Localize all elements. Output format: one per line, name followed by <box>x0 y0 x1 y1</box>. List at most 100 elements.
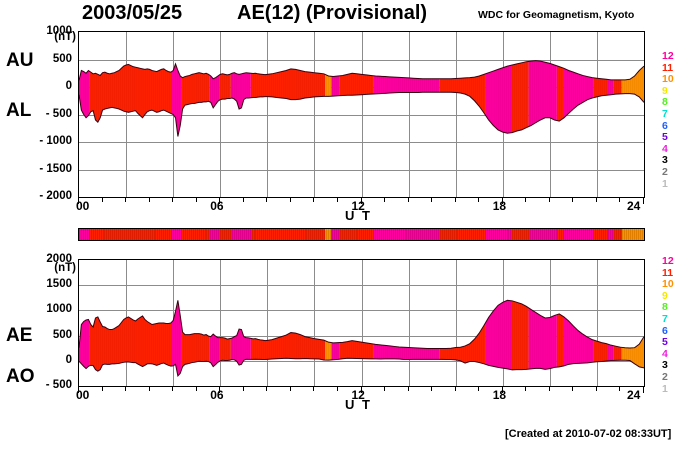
colorbar-segment <box>209 229 220 240</box>
x-tick-mark <box>172 198 173 202</box>
chart-title: AE(12) (Provisional) <box>237 2 428 24</box>
colorbar-segment <box>339 229 374 240</box>
y-tick-label: - 1500 <box>39 162 72 175</box>
x-tick-mark <box>643 198 644 204</box>
x-tick-mark <box>313 387 314 391</box>
legend-entry: 4 <box>662 347 668 360</box>
station-count-band <box>439 300 486 376</box>
gridline-vertical <box>314 260 315 386</box>
x-tick-mark <box>361 198 362 204</box>
station-count-band <box>339 60 374 137</box>
colorbar-segment <box>556 229 564 240</box>
legend-entry: 9 <box>662 289 668 302</box>
colorbar-segment <box>230 229 251 240</box>
gridline-horizontal <box>79 115 644 116</box>
gridline-vertical <box>597 32 598 197</box>
al-series-label: AL <box>6 100 32 121</box>
station-count-band <box>181 300 210 376</box>
x-tick-mark <box>266 387 267 391</box>
station-count-band <box>593 60 608 137</box>
station-count-band <box>331 300 340 376</box>
y-tick-label: 0 <box>65 80 72 92</box>
x-tick-mark <box>78 198 79 204</box>
legend-entry: 3 <box>662 154 668 167</box>
x-tick-mark <box>337 387 338 391</box>
gridline-vertical <box>409 260 410 386</box>
x-tick-label: 12 <box>351 199 365 213</box>
y-tick-label: 500 <box>52 328 72 341</box>
gridline-vertical <box>267 260 268 386</box>
x-tick-mark <box>502 387 503 393</box>
x-tick-mark <box>78 387 79 393</box>
gridline-vertical <box>267 32 268 197</box>
x-tick-label: 24 <box>627 388 641 402</box>
au-al-plot-panel <box>78 31 645 198</box>
station-count-band <box>621 60 644 137</box>
station-count-band <box>339 300 374 376</box>
legend-entry: 9 <box>662 84 668 97</box>
gridline-horizontal <box>79 60 644 61</box>
x-tick-mark <box>196 387 197 391</box>
station-count-band <box>325 300 332 376</box>
station-count-band <box>181 60 210 137</box>
station-count-band <box>89 60 172 137</box>
legend-entry: 12 <box>662 255 674 267</box>
x-tick-label: 18 <box>492 199 507 213</box>
legend-entry: 11 <box>662 61 674 74</box>
station-count-band <box>373 300 440 376</box>
colorbar-segment <box>528 229 557 240</box>
legend-entry: 8 <box>662 96 668 109</box>
station-count-legend-bottom: 12 11 10 9 8 7 6 5 4 3 2 1 <box>662 255 680 395</box>
bottom-panel-x-ticks <box>78 387 645 397</box>
x-tick-label: 24 <box>627 199 641 213</box>
y-tick-label: - 500 <box>45 379 72 391</box>
x-tick-mark <box>408 198 409 202</box>
x-tick-mark <box>243 198 244 202</box>
station-count-band <box>563 300 594 376</box>
chart-credit: WDC for Geomagnetism, Kyoto <box>478 9 635 21</box>
station-count-band <box>528 300 557 376</box>
colorbar-segment <box>373 229 440 240</box>
station-count-band <box>209 60 220 137</box>
colorbar-segment <box>607 229 614 240</box>
x-tick-mark <box>478 198 479 202</box>
ao-trace <box>79 357 644 377</box>
au-series-label: AU <box>6 50 34 71</box>
x-tick-mark <box>196 198 197 202</box>
station-count-band <box>613 300 622 376</box>
colorbar-segment <box>510 229 529 240</box>
gridline-vertical <box>362 32 363 197</box>
bottom-panel-x-axis-title: U T <box>345 397 372 412</box>
legend-entry: 12 <box>662 50 674 62</box>
station-count-band <box>250 300 326 376</box>
station-count-band <box>528 60 557 137</box>
station-count-colorbar <box>78 228 645 241</box>
x-tick-mark <box>125 387 126 391</box>
x-tick-mark <box>102 387 103 391</box>
au-trace <box>79 60 644 81</box>
station-count-band <box>79 300 90 376</box>
gridline-vertical <box>456 260 457 386</box>
gridline-horizontal <box>79 310 644 311</box>
x-tick-mark <box>502 198 503 204</box>
x-tick-mark <box>149 387 150 391</box>
x-tick-mark <box>384 198 385 202</box>
y-tick-label: - 2000 <box>39 190 72 202</box>
station-count-band <box>250 60 326 137</box>
station-count-band <box>607 300 614 376</box>
x-tick-mark <box>125 198 126 202</box>
x-tick-mark <box>290 387 291 391</box>
station-count-band <box>209 300 220 376</box>
station-count-legend-top: 12 11 10 9 8 7 6 5 4 3 2 1 <box>662 50 680 190</box>
au-al-trace-plot <box>79 60 644 137</box>
gridline-vertical <box>314 32 315 197</box>
y-tick-label: 1000 <box>46 303 72 316</box>
station-count-band <box>607 60 614 137</box>
x-tick-label: 00 <box>76 388 90 402</box>
legend-entry: 6 <box>662 324 668 337</box>
x-tick-mark <box>337 198 338 202</box>
x-tick-label: 06 <box>210 388 224 402</box>
legend-entry: 3 <box>662 359 668 372</box>
x-tick-mark <box>455 387 456 391</box>
legend-entry: 1 <box>662 382 668 395</box>
